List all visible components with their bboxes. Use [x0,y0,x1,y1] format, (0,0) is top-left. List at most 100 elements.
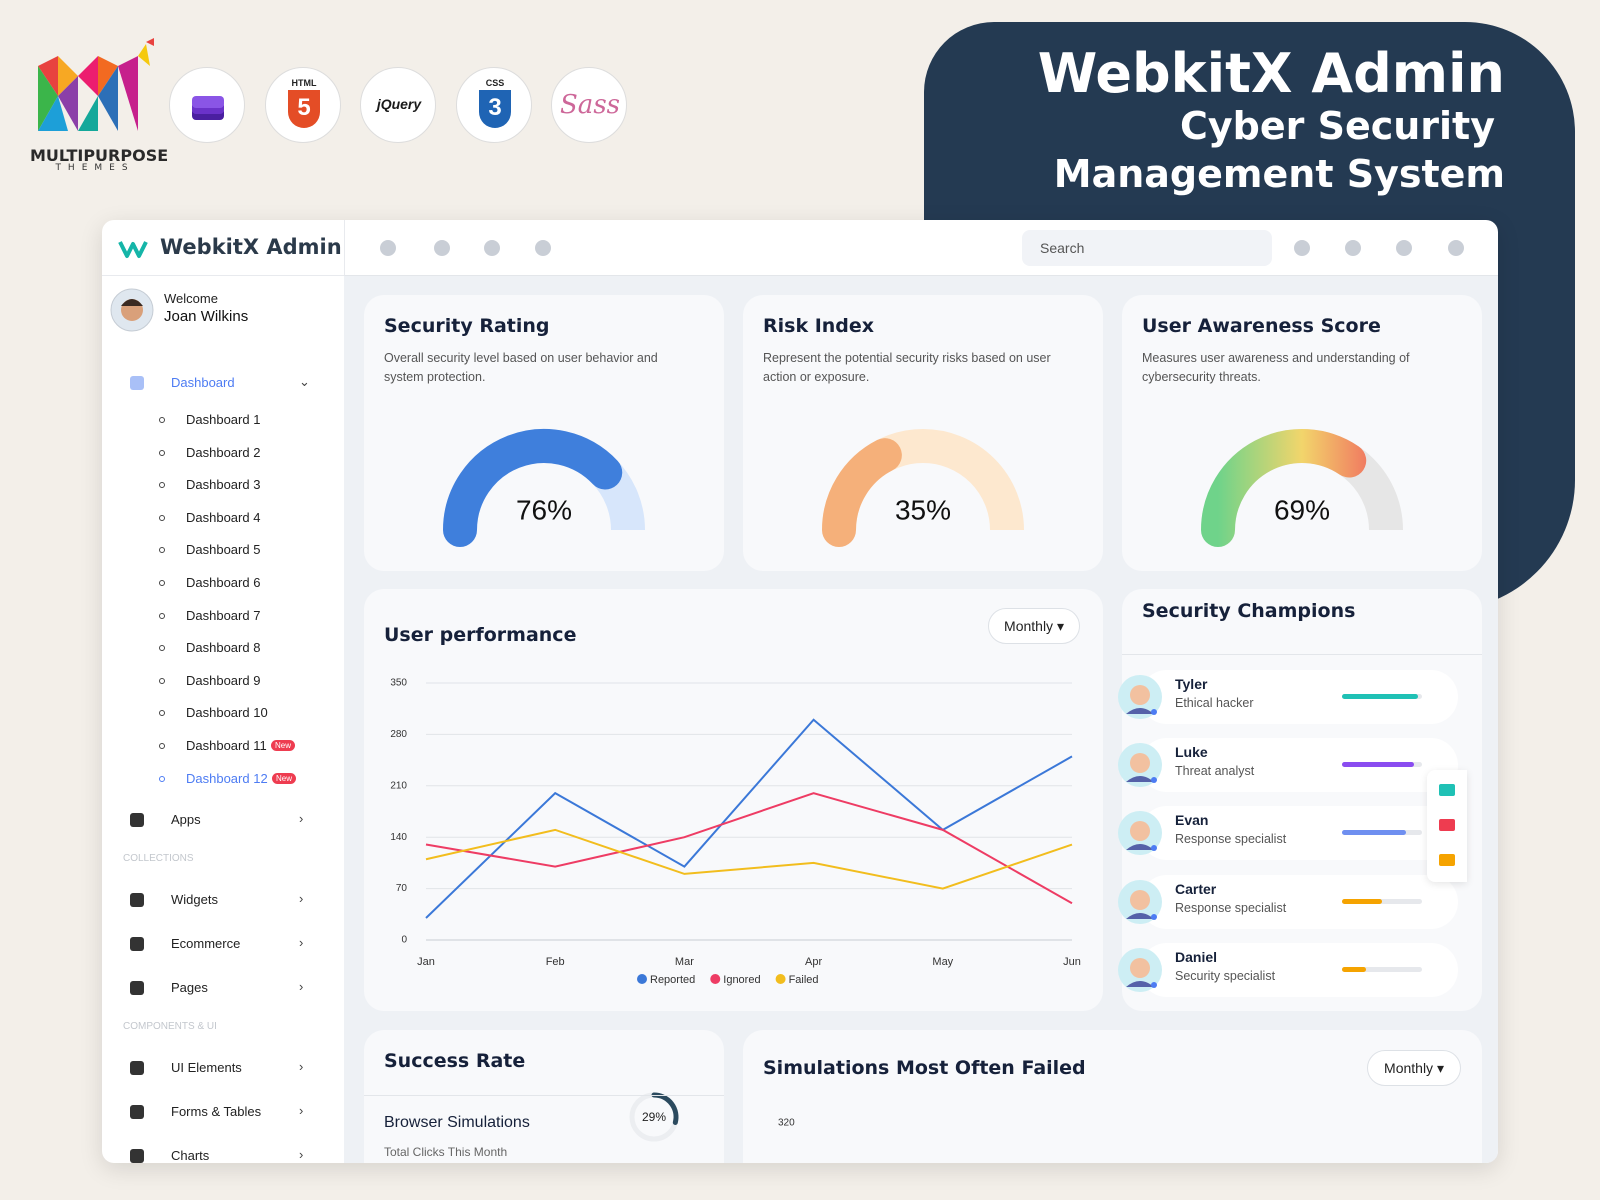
submenu-item[interactable]: Dashboard 7 [186,607,261,623]
logo-shape [58,56,78,96]
submenu-item[interactable]: Dashboard 11 [186,738,267,753]
chevron: › [299,1146,304,1162]
header-bar [344,220,1498,276]
header-icon[interactable] [380,240,396,256]
dropdown[interactable]: Monthly ▾ [1367,1050,1461,1086]
header-icon[interactable] [1448,240,1464,256]
submenu-item[interactable]: Dashboard 10 [186,705,268,721]
header-icon[interactable] [1345,240,1361,256]
x-tick-label: Jun [1063,956,1081,968]
menu-bullet [159,612,165,619]
new-badge: New [272,772,297,784]
line-series [425,718,1073,919]
gauge-arc [822,438,902,547]
legend-dot [637,974,647,984]
item-title: Browser Simulations [384,1114,530,1131]
submenu-item[interactable]: Dashboard 2 [186,444,261,460]
search-placeholder: Search [1040,240,1085,256]
widget-icon [1439,854,1455,866]
chart-layer: 76% 35% 69% 0 70 140 210 280 350 Jan Feb Mar Apr May J… [390,429,1403,1142]
status-dot [1151,845,1157,852]
menu-bullet [159,645,165,652]
divider [1122,654,1482,655]
logo-shape [146,38,154,46]
widget-icon [1439,784,1455,796]
submenu-item[interactable]: Dashboard 9 [186,672,261,688]
menu-item[interactable]: Dashboard [171,375,235,390]
avatar-face [1130,685,1150,705]
menu-item[interactable]: Widgets [171,891,218,907]
menu-icon [130,1060,144,1075]
header-icon[interactable] [1294,240,1310,256]
header-icon[interactable] [434,240,450,256]
menu-item[interactable]: Forms & Tables [171,1103,262,1119]
user-avatar [110,288,154,332]
submenu-item[interactable]: Dashboard 5 [186,542,261,558]
submenu-item[interactable]: Dashboard 4 [186,509,261,525]
logo-shape [78,56,98,96]
tech-badge: Sass [551,67,627,143]
chart-title: User performance [384,624,577,646]
x-tick-label: Feb [546,956,565,968]
chevron: › [299,1058,304,1074]
new-badge: New [271,740,296,751]
menu-icon [130,980,144,995]
item-subtitle: Total Clicks This Month [384,1145,508,1159]
gauge-arc [1201,429,1367,547]
brand-logo [118,241,148,258]
menu-item[interactable]: Ecommerce [171,935,241,951]
champion-name: Luke [1175,744,1208,761]
submenu-item[interactable]: Dashboard 12 [186,770,268,786]
header-icons [118,240,1464,258]
line-series [425,828,1073,890]
y-tick-label: 320 [778,1118,795,1129]
menu-item[interactable]: Charts [171,1147,210,1163]
y-tick-label: 280 [390,729,407,740]
line-series [425,792,1073,905]
user-name: Joan Wilkins [164,308,249,325]
chevron: › [299,890,304,906]
avatar-face [1130,821,1150,842]
header-icon[interactable] [535,240,551,256]
search-box[interactable]: Search [1022,230,1272,266]
x-tick-label: Jan [417,956,435,968]
submenu-item[interactable]: Dashboard 3 [186,477,261,493]
admin-window: WebkitX Admin Search Welcome Joan Wilkins Da… [102,220,1498,1163]
card-title: Security Rating [384,315,550,337]
submenu-item[interactable]: Dashboard 1 [186,412,261,427]
champion-avatar [1118,743,1162,788]
avatar-face [1130,753,1150,774]
header-icon[interactable] [484,240,500,256]
gauge-label: 35% [895,494,951,525]
menu-bullet [159,547,165,554]
tech-badge: HTML 5 [265,67,341,143]
menu-section: COLLECTIONS [123,852,194,864]
html-label: HTML [291,78,317,88]
submenu-item[interactable]: Dashboard 8 [186,640,261,656]
menu-bullet [159,417,165,423]
logo [38,38,154,131]
y-tick-label: 210 [390,780,407,791]
progress-track [1342,898,1422,904]
tech-badge: jQuery [360,67,436,143]
css-shield: 3 [479,90,511,128]
menu-item[interactable]: Apps [171,811,201,827]
menu-item[interactable]: UI Elements [171,1059,242,1075]
progress-track [1342,966,1422,972]
widget-icon [1439,819,1455,831]
menu-bullet [159,775,165,782]
avatar-hair [121,299,143,306]
menu-bullet [159,743,165,749]
menu-icon [130,892,144,907]
chevron: › [299,978,304,994]
hero-title: WebkitX Admin [1037,42,1505,105]
logo-shape [78,96,98,131]
card-description: Measures user awareness and understandin… [1142,351,1410,384]
submenu-item[interactable]: Dashboard 6 [186,575,261,590]
header-icon[interactable] [1396,240,1412,256]
menu-item[interactable]: Pages [171,979,208,995]
dropdown[interactable]: Monthly ▾ [988,608,1080,644]
chevron: › [299,810,304,826]
